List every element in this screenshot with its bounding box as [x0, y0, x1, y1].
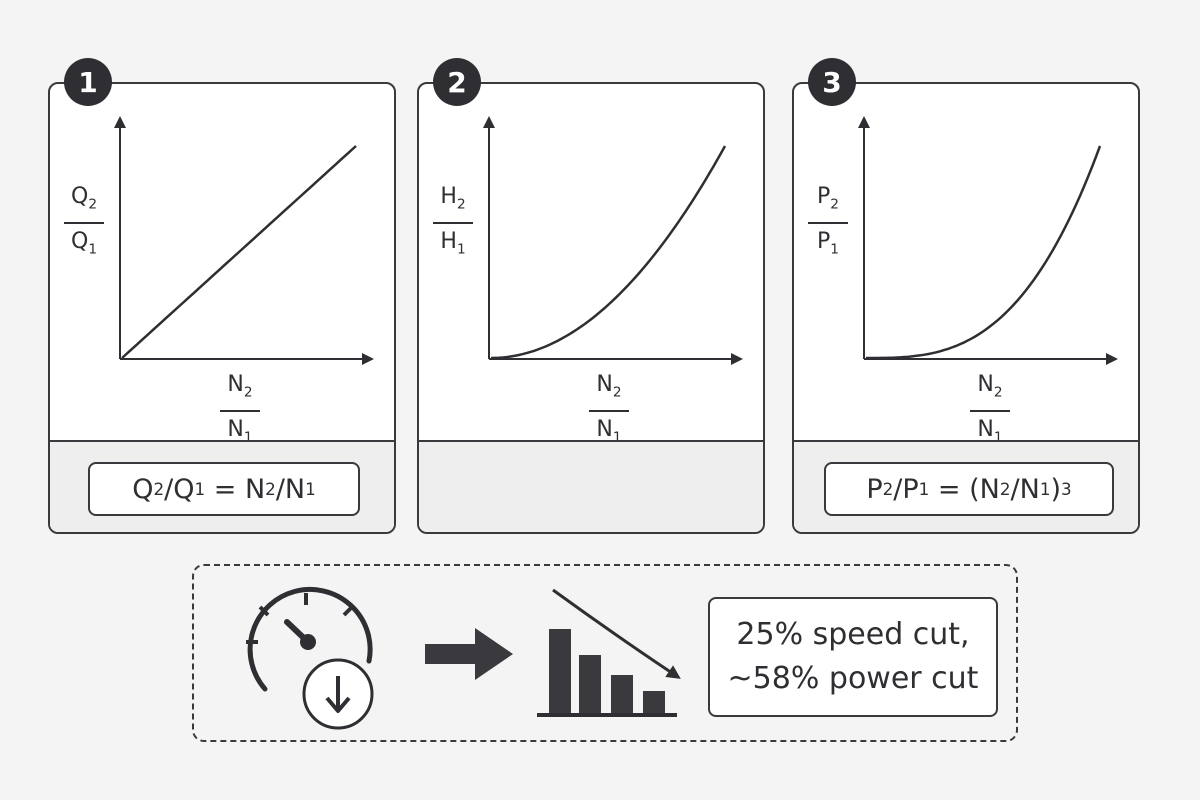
curve-quadratic [490, 145, 727, 360]
panel-head: H2 H1 N2 N1 [417, 82, 765, 534]
decreasing-bar-chart-icon [537, 588, 681, 717]
x-axis-label: N2 N1 [970, 372, 1010, 451]
panel-footer: Q 2/Q 1 = N 2/N 1 [50, 440, 394, 532]
summary-callout: 25% speed cut, ~58% power cut [708, 597, 998, 717]
panel-flow: Q2 Q1 N2 N1 Q 2/Q 1 = N 2/N 1 [48, 82, 396, 534]
step-badge-2: 2 [433, 58, 481, 106]
x-axis-label: N2 N1 [220, 372, 260, 451]
step-badge-1: 1 [64, 58, 112, 106]
step-badge-3: 3 [808, 58, 856, 106]
y-axis-label: Q2 Q1 [64, 184, 104, 263]
curve-linear [121, 145, 357, 359]
curve-cubic [866, 145, 1102, 360]
summary-line-1: 25% speed cut, [736, 617, 970, 652]
summary-box [192, 564, 1018, 742]
panel-footer: P 2/P 1 = (N 2/N 1) 3 [794, 440, 1138, 532]
speedometer-icon [246, 587, 373, 692]
formula-flow: Q 2/Q 1 = N 2/N 1 [88, 462, 360, 516]
y-axis-label: P2 P1 [808, 184, 848, 263]
power-plot [858, 116, 1118, 365]
summary-line-2: ~58% power cut [727, 661, 979, 696]
head-plot [483, 116, 743, 365]
arrow-down-icon [302, 658, 374, 730]
y-axis-label: H2 H1 [433, 184, 473, 263]
x-axis-label: N2 N1 [589, 372, 629, 451]
panel-power: P2 P1 N2 N1 P 2/P 1 = (N 2/N 1) 3 [792, 82, 1140, 534]
right-arrow-icon [425, 628, 513, 680]
panel-footer [419, 440, 763, 532]
formula-power: P 2/P 1 = (N 2/N 1) 3 [824, 462, 1114, 516]
flow-plot [114, 116, 374, 365]
